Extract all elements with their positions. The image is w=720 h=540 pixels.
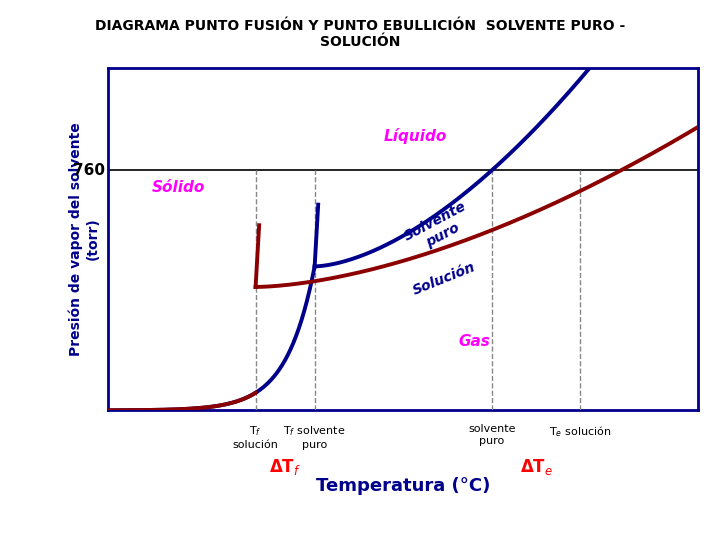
- Text: Solución: Solución: [411, 259, 478, 298]
- Text: Gas: Gas: [458, 334, 490, 349]
- Text: solvente
puro: solvente puro: [468, 424, 516, 446]
- Y-axis label: Presión de vapor del solvente
(torr): Presión de vapor del solvente (torr): [69, 122, 99, 356]
- Text: Sólido: Sólido: [152, 180, 205, 195]
- Text: T$_f$
solución: T$_f$ solución: [233, 424, 279, 449]
- Text: ΔT$_e$: ΔT$_e$: [520, 457, 552, 477]
- Text: ΔT$_f$: ΔT$_f$: [269, 457, 301, 477]
- Text: T$_e$ solución: T$_e$ solución: [549, 424, 611, 439]
- Text: T$_f$ solvente
puro: T$_f$ solvente puro: [284, 424, 346, 449]
- X-axis label: Temperatura (°C): Temperatura (°C): [316, 477, 490, 495]
- Text: Líquido: Líquido: [383, 128, 446, 144]
- Text: 760: 760: [73, 163, 105, 178]
- Text: Solvente
puro: Solvente puro: [401, 199, 476, 258]
- Text: DIAGRAMA PUNTO FUSIÓN Y PUNTO EBULLICIÓN  SOLVENTE PURO -
SOLUCIÓN: DIAGRAMA PUNTO FUSIÓN Y PUNTO EBULLICIÓN…: [95, 19, 625, 49]
